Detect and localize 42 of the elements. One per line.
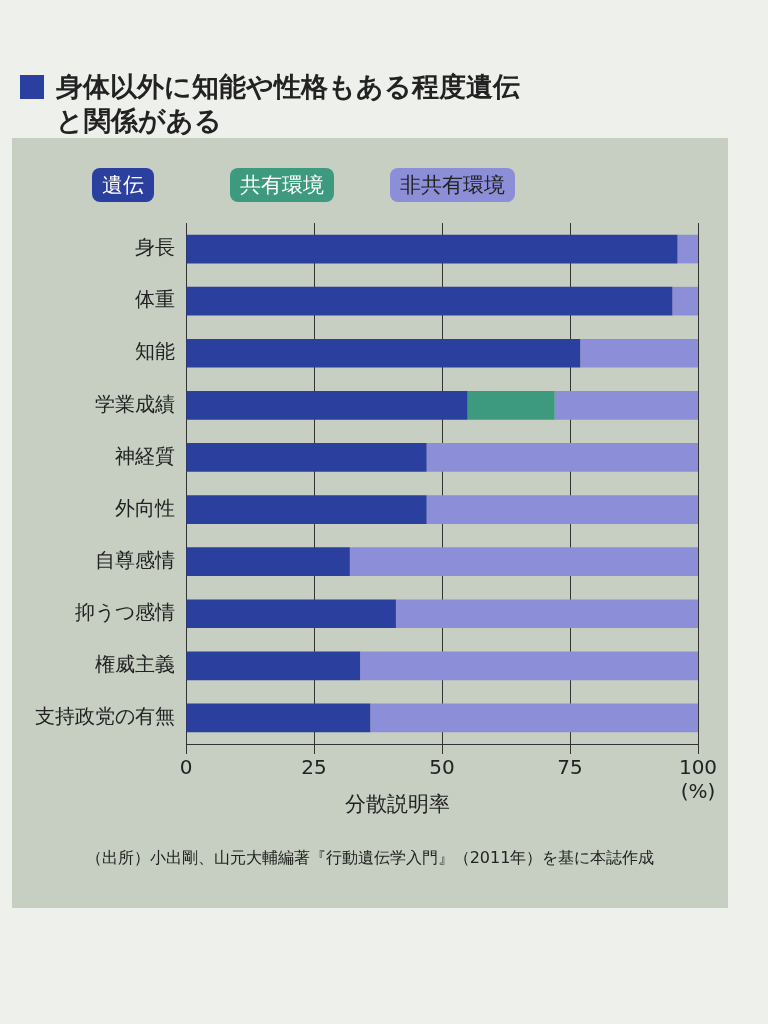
- y-tick-label: 自尊感情: [95, 547, 175, 572]
- bar: [672, 286, 698, 316]
- y-tick-label: 抑うつ感情: [75, 599, 175, 624]
- y-tick-label: 外向性: [115, 495, 175, 520]
- bar: [467, 391, 555, 420]
- bar: [360, 651, 698, 681]
- bar: [186, 338, 581, 368]
- bar: [370, 703, 698, 733]
- bar: [554, 391, 698, 420]
- y-tick-label: 神経質: [115, 443, 175, 468]
- bar: [186, 234, 678, 264]
- bar: [349, 547, 698, 576]
- bar: [186, 651, 361, 681]
- x-tick-label: 25: [301, 755, 327, 780]
- bar: [426, 495, 698, 524]
- bar: [186, 495, 427, 524]
- bar: [426, 443, 698, 472]
- x-axis-title: 分散説明率: [344, 791, 450, 818]
- bar: [186, 599, 396, 629]
- y-tick-label: 体重: [135, 287, 175, 312]
- y-tick-label: 権威主義: [95, 652, 175, 677]
- text: 非共有環境: [390, 168, 515, 202]
- bar: [186, 391, 468, 420]
- x-tick-label: 50: [429, 755, 455, 780]
- bar: [186, 703, 371, 733]
- text: （出所）小出剛、山元大輔編著『行動遺伝学入門』（2011年）を基に本誌作成: [84, 848, 656, 869]
- bar: [186, 286, 673, 316]
- y-tick-label: 学業成績: [95, 391, 175, 416]
- x-tick-label: 100 (%): [678, 755, 718, 804]
- bar: [186, 443, 427, 472]
- bar: [395, 599, 698, 629]
- text: 遺伝: [92, 168, 154, 202]
- y-tick-label: 知能: [135, 339, 175, 364]
- y-tick-label: 身長: [135, 235, 175, 260]
- chart-title: 身体以外に知能や性格もある程度遺伝と関係がある: [56, 70, 521, 138]
- text: 共有環境: [230, 168, 334, 202]
- bar: [677, 234, 698, 264]
- bar: [580, 338, 698, 368]
- x-tick-label: 75: [557, 755, 583, 780]
- x-tick-label: 0: [179, 755, 193, 780]
- y-tick-label: 支持政党の有無: [35, 704, 175, 729]
- bar: [186, 547, 350, 576]
